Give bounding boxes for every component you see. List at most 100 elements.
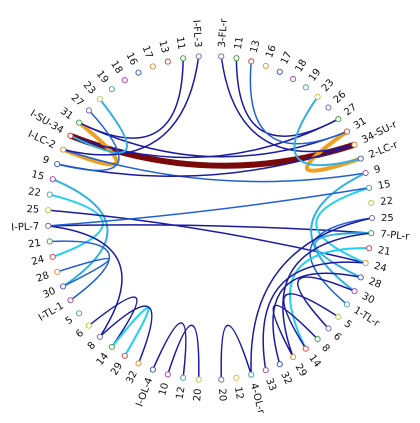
node [67, 297, 74, 304]
node [335, 116, 342, 123]
node [357, 155, 364, 162]
node-label: 16 [124, 51, 139, 67]
node-label: 31 [58, 106, 75, 122]
node [45, 207, 52, 214]
node-label: 27 [342, 102, 359, 118]
node-label: 1-TL-r [351, 305, 382, 330]
edge [314, 232, 373, 279]
edge [272, 272, 362, 365]
edge [69, 98, 128, 154]
node-label: 32 [124, 369, 139, 385]
node [164, 58, 171, 65]
node [121, 352, 128, 359]
node-label: 22 [380, 196, 394, 208]
node [351, 141, 358, 148]
node-label: 28 [367, 276, 383, 291]
node-label: 12 [232, 386, 245, 400]
node-label: 27 [69, 92, 86, 109]
node [96, 333, 103, 340]
node [85, 107, 92, 114]
node [233, 55, 240, 62]
node [368, 214, 376, 222]
edge [88, 296, 138, 348]
edge [62, 148, 367, 183]
edge [250, 217, 373, 376]
node [49, 253, 56, 260]
node [46, 191, 53, 198]
node-label: 20 [192, 388, 204, 401]
node [290, 353, 297, 361]
node-label: 24 [373, 261, 388, 275]
node-label: 20 [216, 388, 228, 401]
edge [78, 57, 184, 139]
node-label: 13 [156, 39, 170, 54]
node-label: 10 [157, 382, 171, 397]
node [195, 376, 202, 383]
node-label: 3-FL-r [217, 17, 230, 47]
node [180, 374, 187, 381]
node [276, 68, 283, 75]
node-label: 17 [140, 44, 155, 60]
node [262, 62, 269, 69]
node-label: 11 [233, 36, 246, 50]
edge [48, 240, 111, 302]
node [290, 75, 297, 83]
node-label: 18 [108, 59, 124, 76]
node-label: 23 [81, 80, 98, 97]
edge [310, 172, 367, 293]
node-label: 31 [352, 116, 369, 132]
node [108, 343, 115, 350]
node-label: 11 [174, 36, 187, 50]
edges [47, 55, 373, 381]
node [314, 336, 321, 343]
edge [61, 120, 119, 167]
node-label: I-PL-7 [11, 221, 39, 233]
edge [56, 109, 120, 172]
node-label: 30 [41, 286, 57, 301]
node [262, 367, 269, 374]
node [351, 288, 358, 295]
node [96, 96, 103, 103]
node [343, 301, 351, 308]
node [75, 119, 83, 126]
node [149, 63, 156, 70]
node [335, 313, 342, 320]
edge [62, 55, 200, 156]
node-label: 16 [264, 44, 279, 60]
node [149, 366, 156, 373]
node [343, 128, 351, 135]
node-label: 28 [35, 270, 51, 285]
edge [47, 225, 123, 338]
node-label: 24 [30, 254, 45, 268]
node-label: 19 [94, 69, 110, 86]
edge [309, 217, 373, 306]
node [135, 69, 142, 76]
node [362, 259, 369, 267]
edge [297, 276, 356, 330]
node [233, 374, 240, 381]
node-label: 18 [293, 58, 309, 75]
edge [283, 293, 340, 350]
node-label: 12 [175, 386, 188, 400]
edge [315, 186, 371, 264]
edge [235, 57, 340, 137]
node [121, 77, 128, 84]
node [357, 274, 364, 281]
node [368, 199, 375, 206]
node [325, 325, 332, 332]
node-label: 5 [64, 315, 76, 328]
nodes: I-FL-3111317161819232731I-SU-34I-LC-2915… [11, 17, 411, 416]
node-label: 17 [279, 50, 294, 66]
edge [48, 193, 104, 258]
node [135, 360, 142, 367]
node [302, 84, 309, 91]
edge [304, 129, 363, 173]
node-label: I-LC-2 [26, 129, 57, 151]
node-label: 21 [27, 238, 41, 251]
node [248, 58, 255, 65]
node [276, 361, 283, 368]
edge [47, 187, 370, 227]
node [180, 55, 187, 62]
edge [220, 324, 252, 381]
